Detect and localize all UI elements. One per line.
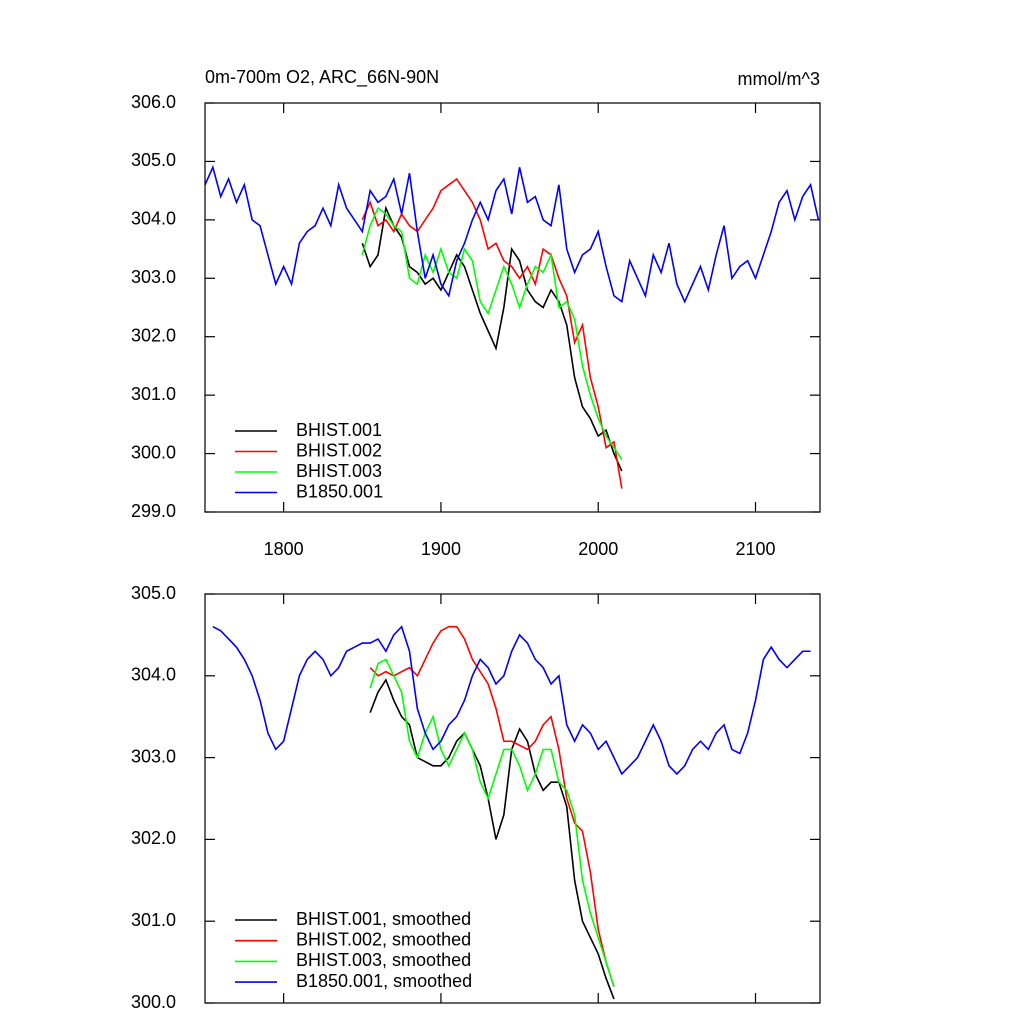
legend-label: B1850.001	[296, 481, 383, 501]
y-tick-label: 300.0	[131, 442, 176, 462]
legend-label: BHIST.002	[296, 440, 382, 460]
y-tick-label: 305.0	[131, 583, 176, 603]
legend-label: BHIST.003	[296, 461, 382, 481]
legend-label: BHIST.001, smoothed	[296, 909, 471, 929]
y-tick-label: 305.0	[131, 150, 176, 170]
legend-label: BHIST.001	[296, 420, 382, 440]
data-line	[212, 625, 811, 776]
y-tick-label: 299.0	[131, 501, 176, 521]
data-line	[361, 206, 623, 460]
y-tick-label: 304.0	[131, 665, 176, 685]
y-tick-label: 301.0	[131, 910, 176, 930]
chart-title: 0m-700m O2, ARC_66N-90N	[205, 67, 439, 88]
data-line	[369, 658, 615, 987]
y-tick-label: 302.0	[131, 828, 176, 848]
units-label: mmol/m^3	[738, 69, 820, 89]
y-tick-label: 301.0	[131, 384, 176, 404]
data-line	[361, 205, 623, 472]
x-tick-label: 2100	[735, 539, 775, 559]
y-tick-label: 304.0	[131, 209, 176, 229]
legend-label: BHIST.003, smoothed	[296, 950, 471, 970]
x-tick-label: 1900	[421, 539, 461, 559]
x-tick-label: 2000	[578, 539, 618, 559]
y-tick-label: 302.0	[131, 325, 176, 345]
plot-frame	[204, 102, 821, 513]
data-line	[361, 177, 623, 489]
data-line	[369, 678, 615, 1000]
legend-label: BHIST.002, smoothed	[296, 929, 471, 949]
data-line	[204, 164, 820, 304]
y-tick-label: 303.0	[131, 746, 176, 766]
y-tick-label: 300.0	[131, 992, 176, 1012]
legend-label: B1850.001, smoothed	[296, 971, 472, 991]
x-tick-label: 1800	[264, 539, 304, 559]
y-tick-label: 306.0	[131, 92, 176, 112]
y-tick-label: 303.0	[131, 267, 176, 287]
data-line	[369, 625, 615, 987]
plot-frame	[204, 593, 821, 1004]
